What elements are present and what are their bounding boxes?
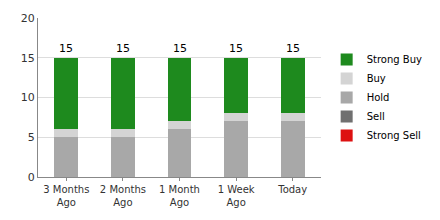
svg-text:Today: Today [277,184,307,195]
svg-text:15: 15 [286,42,300,55]
svg-text:Hold: Hold [367,92,390,103]
svg-text:10: 10 [21,91,35,104]
svg-text:Strong Sell: Strong Sell [367,130,421,141]
svg-text:1 WeekAgo: 1 WeekAgo [218,184,255,208]
svg-text:1 MonthAgo: 1 MonthAgo [159,184,200,208]
svg-text:2 MonthsAgo: 2 MonthsAgo [100,184,146,208]
svg-text:15: 15 [173,42,187,55]
svg-text:15: 15 [229,42,243,55]
svg-text:Sell: Sell [367,111,385,122]
svg-text:15: 15 [21,52,35,65]
svg-text:0: 0 [28,171,35,184]
svg-text:3 MonthsAgo: 3 MonthsAgo [43,184,89,208]
svg-text:20: 20 [21,12,35,25]
svg-text:15: 15 [116,42,130,55]
svg-text:Buy: Buy [367,73,386,84]
svg-text:5: 5 [28,131,35,144]
svg-text:15: 15 [59,42,73,55]
svg-text:Strong Buy: Strong Buy [367,54,422,65]
